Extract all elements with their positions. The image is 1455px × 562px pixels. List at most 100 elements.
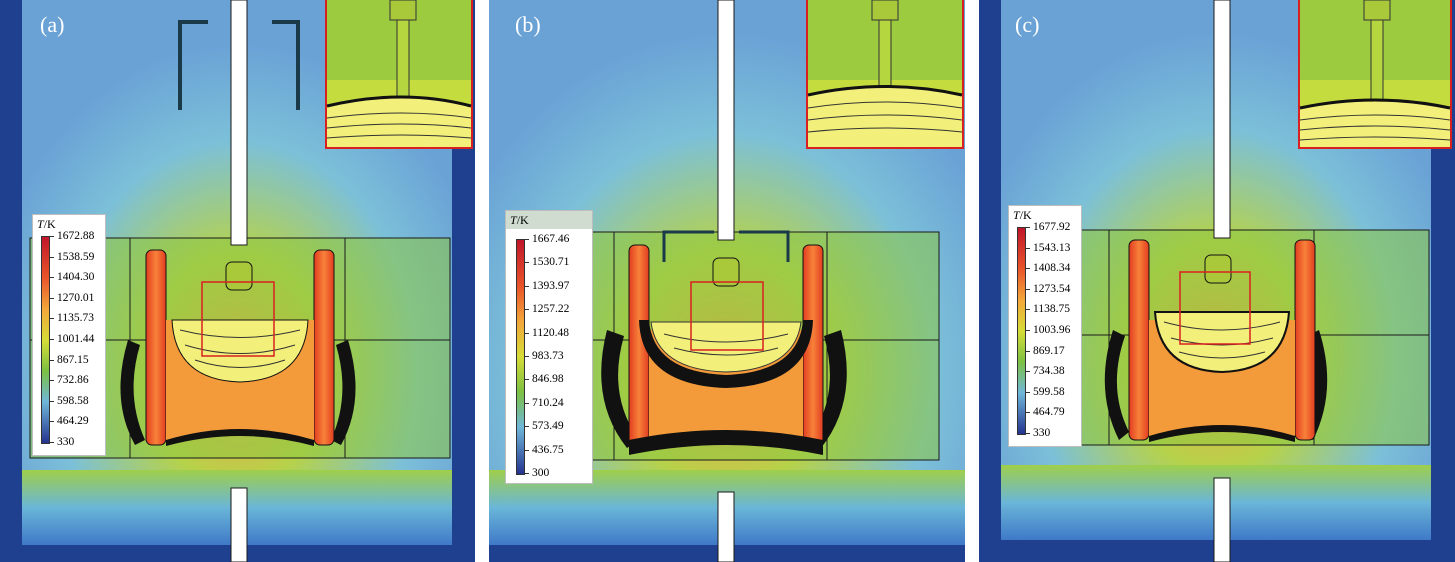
legend-value: 1135.73 bbox=[57, 312, 94, 325]
legend-tick bbox=[524, 239, 529, 240]
legend-tick bbox=[1025, 412, 1030, 414]
pull-rod bbox=[717, 0, 735, 241]
legend-value: 1138.75 bbox=[1033, 303, 1070, 316]
legend-value: 436.75 bbox=[532, 443, 564, 456]
heat-shield-left bbox=[178, 20, 208, 110]
pull-rod bbox=[1213, 0, 1231, 239]
panel-b: (b) T/K 1667.46 1530.71 1393.97 1257.22 1120… bbox=[489, 0, 965, 562]
legend-value: 734.38 bbox=[1033, 365, 1065, 378]
panel-label: (b) bbox=[515, 12, 541, 37]
legend-value: 869.17 bbox=[1033, 344, 1065, 357]
legend-value: 732.86 bbox=[57, 374, 89, 387]
legend-value: 1273.54 bbox=[1033, 282, 1071, 295]
legend-tick bbox=[1025, 268, 1030, 270]
legend-tick bbox=[49, 380, 54, 382]
legend-value: 1677.92 bbox=[1033, 221, 1071, 233]
temperature-legend: T/K 1677.92 1543.13 1408.34 1273.54 1138.75 1… bbox=[1008, 205, 1082, 447]
legend-tick bbox=[1025, 309, 1030, 311]
legend-tick bbox=[1025, 330, 1030, 331]
legend-tick bbox=[49, 421, 54, 423]
panel-a-field bbox=[0, 0, 475, 562]
seed-holder bbox=[712, 257, 740, 287]
legend-tick bbox=[49, 400, 54, 402]
legend-title: T/K bbox=[510, 213, 529, 227]
heat-shield-left bbox=[662, 230, 714, 262]
legend-value: 599.58 bbox=[1033, 385, 1065, 398]
panel-a: (a) T/K 1672.88 1538.59 1404.30 1270.01 1135… bbox=[0, 0, 475, 562]
bottom-shaft bbox=[717, 491, 735, 562]
legend-tick bbox=[524, 449, 529, 451]
legend-value: 1667.46 bbox=[532, 233, 570, 245]
heat-shield-right bbox=[739, 230, 790, 262]
bottom-shaft bbox=[1213, 477, 1231, 562]
legend-colorbar bbox=[41, 236, 50, 444]
legend-title: T/K bbox=[1013, 208, 1032, 222]
legend-colorbar bbox=[1017, 227, 1026, 435]
legend-tick bbox=[524, 262, 529, 264]
legend-value: 1530.71 bbox=[532, 256, 570, 269]
heater-arc-left bbox=[1104, 330, 1129, 440]
zoom-box bbox=[1179, 271, 1251, 345]
legend-tick bbox=[524, 332, 529, 334]
heater-right bbox=[1294, 239, 1316, 441]
legend-value: 846.98 bbox=[532, 373, 564, 386]
crucible-bottom bbox=[166, 429, 314, 446]
legend-value: 330 bbox=[57, 436, 75, 448]
legend-value: 573.49 bbox=[532, 420, 564, 433]
isotherms bbox=[663, 333, 789, 356]
legend-value: 1672.88 bbox=[57, 230, 95, 242]
legend-tick bbox=[49, 236, 54, 237]
legend-value: 1003.96 bbox=[1033, 324, 1071, 336]
legend-tick bbox=[1025, 288, 1030, 290]
panel-label: (a) bbox=[40, 12, 65, 37]
seed-holder bbox=[225, 261, 253, 291]
isotherms bbox=[1163, 321, 1281, 359]
legend-value: 1543.13 bbox=[1033, 241, 1071, 254]
heater-arc-left bbox=[601, 330, 639, 448]
zoom-box bbox=[201, 281, 275, 357]
legend-title: T/K bbox=[37, 217, 56, 231]
legend-tick bbox=[1025, 350, 1030, 352]
heater-arc-right bbox=[331, 340, 356, 445]
heater-arc-left bbox=[120, 340, 145, 445]
pull-rod bbox=[230, 0, 248, 246]
legend-value: 1257.22 bbox=[532, 303, 570, 316]
legend-tick bbox=[524, 309, 529, 311]
temperature-legend: T/K 1667.46 1530.71 1393.97 1257.22 1120.48 9… bbox=[505, 210, 593, 484]
legend-tick bbox=[524, 426, 529, 428]
heat-shield-right bbox=[272, 20, 300, 110]
heater-arc-right bbox=[809, 330, 847, 448]
inset-b bbox=[806, 0, 964, 149]
crucible-wall bbox=[639, 320, 813, 388]
seed-holder bbox=[1204, 254, 1232, 284]
legend-value: 1001.44 bbox=[57, 333, 95, 345]
legend-value: 464.29 bbox=[57, 415, 89, 428]
legend-value: 710.24 bbox=[532, 396, 564, 409]
legend-tick bbox=[49, 339, 54, 340]
legend-header bbox=[506, 211, 592, 229]
legend-tick bbox=[49, 277, 54, 279]
legend-value: 464.79 bbox=[1033, 406, 1065, 419]
legend-value: 330 bbox=[1033, 427, 1051, 439]
legend-value: 983.73 bbox=[532, 350, 564, 362]
zoom-box bbox=[690, 281, 764, 351]
legend-tick bbox=[49, 318, 54, 320]
legend-value: 1393.97 bbox=[532, 279, 570, 292]
legend-value: 300 bbox=[532, 467, 550, 479]
legend-value: 1120.48 bbox=[532, 326, 569, 339]
panel-label: (c) bbox=[1015, 12, 1040, 37]
legend-tick bbox=[524, 402, 529, 404]
legend-tick bbox=[49, 297, 54, 299]
legend-value: 598.58 bbox=[57, 394, 89, 407]
crucible-bottom bbox=[629, 430, 823, 455]
legend-tick bbox=[49, 442, 54, 443]
legend-tick bbox=[524, 356, 529, 357]
heater-right bbox=[313, 249, 335, 446]
legend-tick bbox=[524, 285, 529, 287]
legend-tick bbox=[524, 473, 529, 474]
legend-tick bbox=[1025, 391, 1030, 393]
heater-left bbox=[145, 249, 167, 446]
legend-tick bbox=[1025, 227, 1030, 228]
legend-tick bbox=[49, 359, 54, 361]
inset-c bbox=[1298, 0, 1452, 149]
